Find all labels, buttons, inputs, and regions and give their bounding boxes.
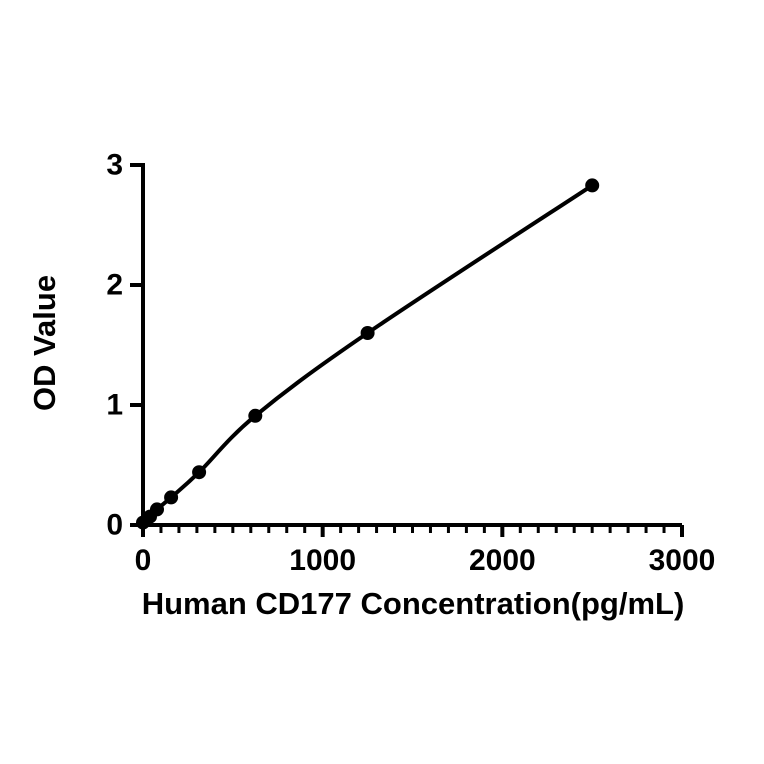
data-point — [585, 178, 600, 193]
y-axis-title: OD Value — [27, 274, 62, 412]
data-point — [192, 465, 207, 480]
y-tick-label: 2 — [106, 269, 123, 302]
data-point — [248, 408, 263, 423]
x-tick-label: 0 — [135, 544, 152, 577]
y-tick-label: 1 — [106, 389, 123, 422]
data-point — [150, 502, 164, 517]
data-point — [360, 326, 375, 340]
y-tick-label: 0 — [106, 509, 123, 542]
x-tick-label: 3000 — [649, 544, 716, 577]
y-tick-label: 3 — [106, 149, 123, 182]
standard-curve-line — [141, 183, 595, 525]
data-point — [164, 490, 179, 505]
x-tick-label: 2000 — [469, 544, 536, 577]
axis-spine — [141, 163, 682, 527]
x-tick-label: 1000 — [289, 544, 356, 577]
x-axis-title: Human CD177 Concentration(pg/mL) — [141, 586, 685, 621]
